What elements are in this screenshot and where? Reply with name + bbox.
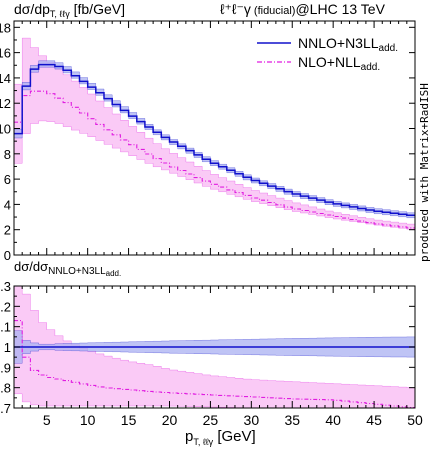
y-tick-label: 1.1: [0, 320, 11, 335]
x-axis-label: pT, ℓℓγ [GeV]: [185, 428, 256, 447]
ratio-y-axis: 0.7 0.8 0.9 1 1.1 1.2 1.3: [0, 279, 415, 416]
legend: NNLO+N3LLadd. NLO+NLLadd.: [257, 35, 398, 73]
ratio-x-axis: 5 10 15 20 25 30 35 40 45 50: [13, 286, 423, 428]
x-tick-label: 40: [325, 412, 341, 428]
main-frame: [13, 20, 416, 256]
y-tick-label: 0.7: [0, 401, 11, 416]
x-tick-label: 50: [407, 412, 423, 428]
main-x-ticks: [13, 21, 416, 255]
y-tick-label: 2: [4, 223, 11, 238]
y-tick-label: 12: [0, 96, 11, 111]
x-tick-label: 45: [366, 412, 382, 428]
y-tick-label: 10: [0, 122, 11, 137]
y-tick-label: 1.3: [0, 279, 11, 294]
ratio-line-nlo: [14, 320, 415, 409]
produced-with-note: produced with Matrix+RadISH: [418, 83, 431, 262]
main-line-nlo: [14, 90, 415, 229]
ratio-lines: [14, 320, 415, 409]
y-tick-label: 14: [0, 71, 11, 86]
y-tick-label: 1: [4, 340, 11, 355]
ratio-panel: 0.7 0.8 0.9 1 1.1 1.2 1.3 5 10 15 20 25 30 35 40 45 50: [0, 279, 423, 428]
y-tick-label: 4: [4, 197, 11, 212]
x-tick-label: 30: [244, 412, 260, 428]
legend-label-nlo: NLO+NLLadd.: [298, 54, 380, 73]
main-lines: [14, 63, 415, 229]
y-tick-label: 0: [4, 248, 11, 263]
x-tick-label: 25: [203, 412, 219, 428]
process-label: ℓ⁺ℓ⁻γ (fiducial)@LHC 13 TeV: [220, 1, 386, 17]
y-tick-label: 18: [0, 20, 11, 35]
x-tick-label: 35: [284, 412, 300, 428]
main-y-label: dσ/dpT, ℓℓγ [fb/GeV]: [14, 1, 125, 19]
y-tick-label: 0.9: [0, 360, 11, 375]
y-tick-label: 8: [4, 147, 11, 162]
x-tick-label: 20: [162, 412, 178, 428]
legend-label-nnlo: NNLO+N3LLadd.: [298, 35, 398, 54]
main-panel: 0 2 4 6 8 10 12 14 16 18: [0, 20, 416, 263]
y-tick-label: 16: [0, 46, 11, 61]
x-tick-label: 15: [121, 412, 137, 428]
main-line-nnlo: [14, 63, 415, 217]
y-tick-label: 0.8: [0, 381, 11, 396]
y-tick-label: 6: [4, 172, 11, 187]
y-tick-label: 1.2: [0, 299, 11, 314]
main-y-axis: 0 2 4 6 8 10 12 14 16 18: [0, 20, 415, 263]
ratio-label: dσ/dσNNLO+N3LLadd.: [14, 259, 121, 278]
x-tick-label: 10: [80, 412, 96, 428]
x-tick-label: 5: [43, 412, 51, 428]
